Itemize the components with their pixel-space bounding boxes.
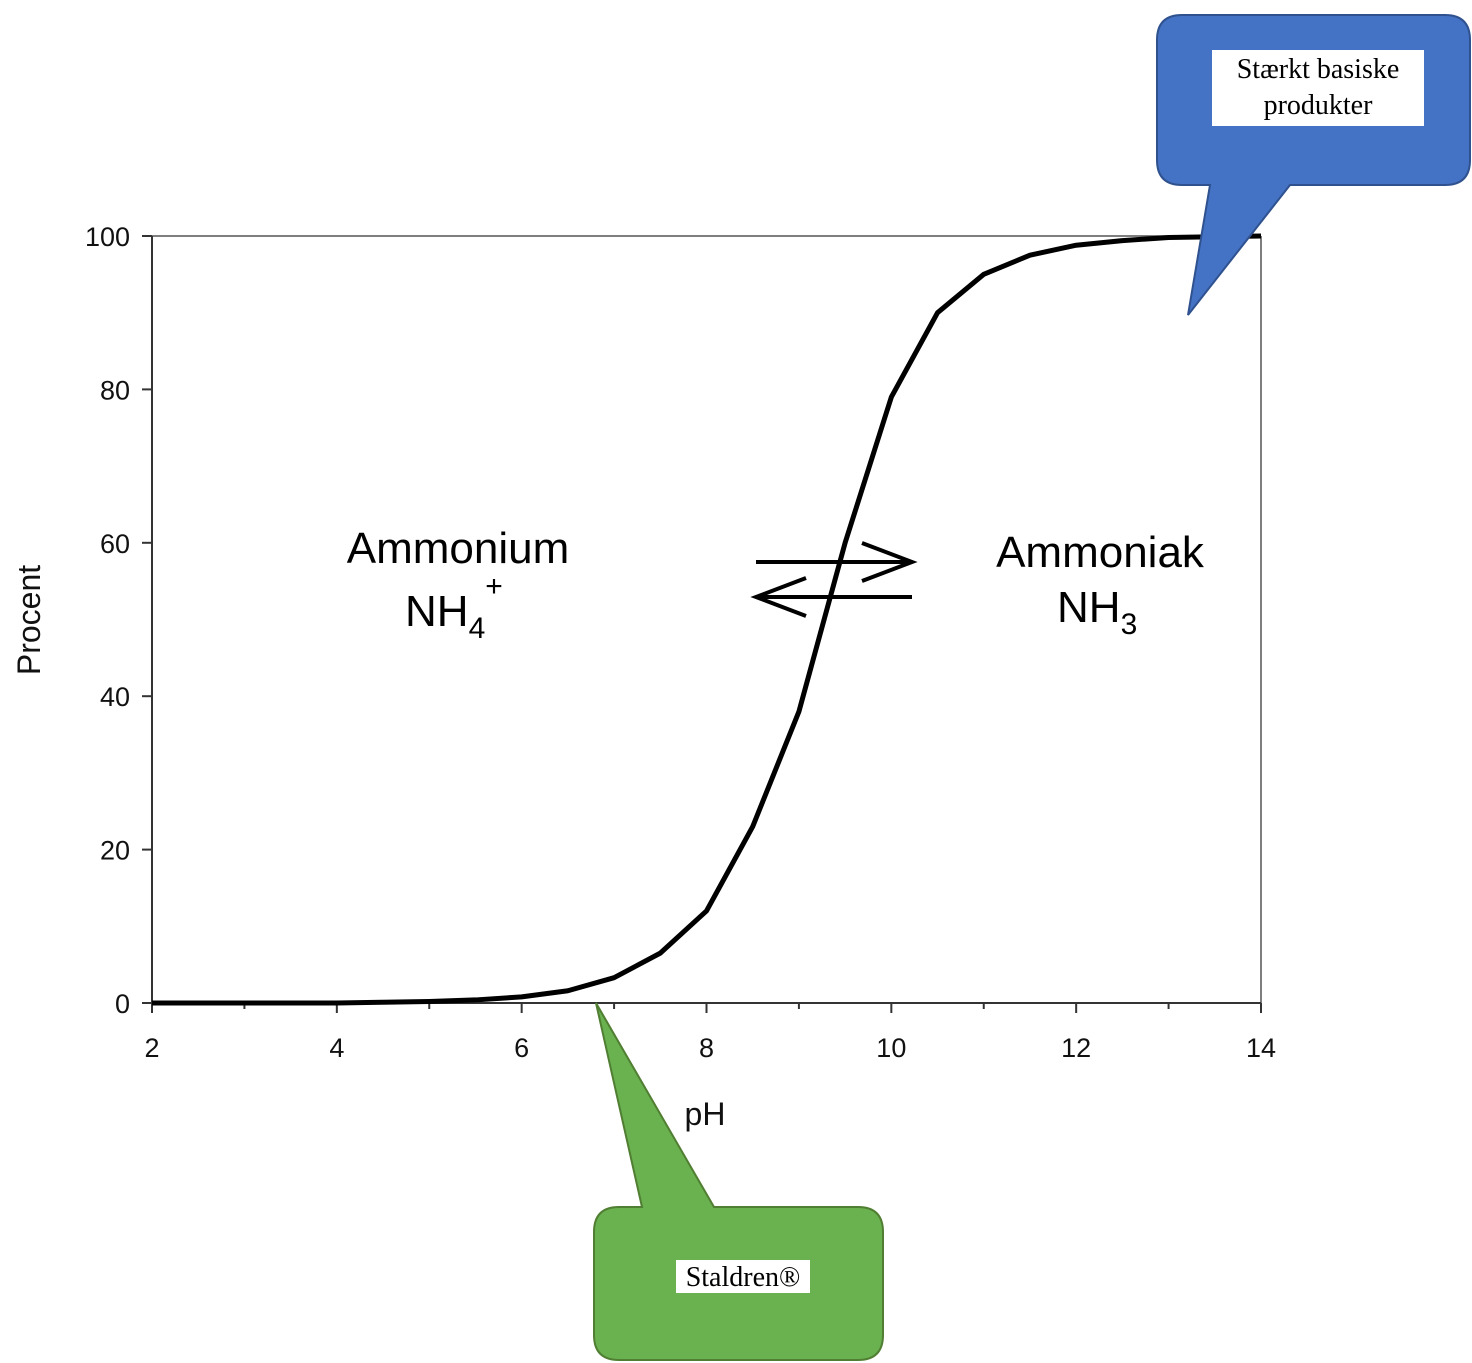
x-tick-label: 14	[1246, 1033, 1276, 1063]
callout-text: Staldren®	[686, 1262, 801, 1293]
x-axis-label: pH	[685, 1096, 726, 1132]
x-tick-label: 4	[329, 1033, 344, 1063]
equilibrium-arrows	[750, 541, 918, 618]
y-tick-label: 0	[115, 989, 130, 1019]
subscript: 3	[1121, 608, 1138, 641]
x-tick-label: 12	[1061, 1033, 1091, 1063]
formula: NH	[1057, 583, 1121, 632]
callout-text: Stærkt basiske	[1237, 54, 1400, 85]
y-tick-label: 100	[85, 222, 130, 252]
annotation: Ammonium	[347, 524, 570, 573]
callout-staldren	[593, 1002, 884, 1361]
x-tick-label: 10	[876, 1033, 906, 1063]
callout-text-bg	[676, 1260, 810, 1293]
x-tick-label: 6	[514, 1033, 529, 1063]
annotation: NH4 +	[405, 570, 503, 645]
formula: NH	[405, 587, 469, 636]
annotation: NH3	[1057, 583, 1137, 641]
y-tick-label: 20	[100, 836, 130, 866]
callout-text-bg	[1212, 50, 1424, 126]
x-tick-label: 2	[144, 1033, 159, 1063]
annotation: Ammoniak	[996, 528, 1205, 577]
y-axis-label: Procent	[11, 565, 47, 675]
line	[152, 233, 1262, 1006]
y-tick-label: 80	[100, 375, 130, 405]
callout-text: produkter	[1264, 90, 1374, 121]
superscript: +	[485, 570, 503, 603]
x-tick-label: 8	[699, 1033, 714, 1063]
y-tick-label: 60	[100, 529, 130, 559]
subscript: 4	[469, 612, 486, 645]
y-tick-label: 40	[100, 682, 130, 712]
